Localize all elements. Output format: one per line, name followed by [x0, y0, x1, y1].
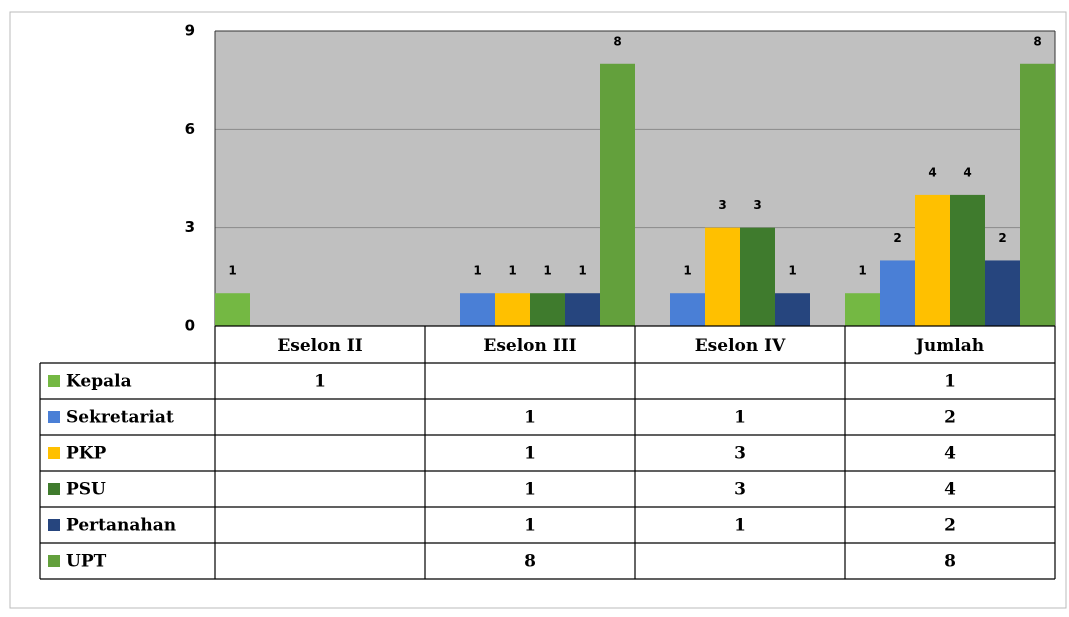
- data-label: 2: [893, 231, 901, 245]
- legend-key: [48, 483, 60, 495]
- data-label: 1: [473, 264, 481, 278]
- bar: [670, 293, 705, 326]
- legend-key: [48, 555, 60, 567]
- y-tick-label: 6: [185, 120, 195, 138]
- table-cell: 1: [524, 444, 536, 464]
- x-tick-label: Jumlah: [914, 336, 984, 356]
- table-cell: 1: [524, 408, 536, 428]
- bar: [600, 63, 635, 327]
- bar: [215, 293, 250, 326]
- bar: [1020, 63, 1055, 327]
- legend-label: Pertanahan: [66, 516, 176, 536]
- bar: [740, 227, 775, 326]
- legend-key: [48, 375, 60, 387]
- x-tick-label: Eselon II: [277, 336, 362, 356]
- bar: [460, 293, 495, 326]
- legend-label: UPT: [66, 552, 107, 572]
- bar: [775, 293, 810, 326]
- frame: [9, 11, 1067, 609]
- data-label: 1: [578, 264, 586, 278]
- table-cell: 1: [524, 480, 536, 500]
- table-cell: 1: [314, 372, 326, 392]
- table-cell: 2: [944, 516, 956, 536]
- data-label: 1: [508, 264, 516, 278]
- bar: [950, 194, 985, 326]
- legend-key: [48, 411, 60, 423]
- table-cell: 4: [944, 444, 956, 464]
- data-label: 1: [683, 264, 691, 278]
- data-label: 1: [858, 264, 866, 278]
- table-cell: 3: [734, 480, 746, 500]
- table-cell: 1: [734, 408, 746, 428]
- data-label: 4: [963, 165, 971, 179]
- data-label: 3: [753, 198, 761, 212]
- legend-key: [48, 447, 60, 459]
- data-label: 3: [718, 198, 726, 212]
- x-tick-label: Eselon IV: [695, 336, 786, 356]
- bar: [845, 293, 880, 326]
- x-tick-label: Eselon III: [483, 336, 576, 356]
- table-cell: 8: [524, 552, 536, 572]
- table-cell: 3: [734, 444, 746, 464]
- data-label: 2: [998, 231, 1006, 245]
- y-tick-label: 9: [185, 22, 195, 40]
- data-label: 8: [1033, 34, 1041, 48]
- bar: [565, 293, 600, 326]
- table-cell: 2: [944, 408, 956, 428]
- legend-label: PSU: [66, 480, 106, 500]
- bar: [705, 227, 740, 326]
- legend-label: Kepala: [66, 372, 132, 392]
- table-cell: 1: [524, 516, 536, 536]
- table-cell: 1: [734, 516, 746, 536]
- legend-key: [48, 519, 60, 531]
- bar: [880, 260, 915, 326]
- legend-label: PKP: [66, 444, 107, 464]
- bar: [495, 293, 530, 326]
- data-label: 1: [228, 264, 236, 278]
- bar: [530, 293, 565, 326]
- bar: [915, 194, 950, 326]
- bar: [985, 260, 1020, 326]
- data-label: 1: [788, 264, 796, 278]
- y-tick-label: 0: [185, 317, 195, 335]
- data-label: 4: [928, 165, 936, 179]
- y-tick-label: 3: [185, 218, 195, 236]
- table-cell: 4: [944, 480, 956, 500]
- legend-label: Sekretariat: [66, 408, 174, 428]
- table-cell: 8: [944, 552, 956, 572]
- data-label: 1: [543, 264, 551, 278]
- data-label: 8: [613, 34, 621, 48]
- table-cell: 1: [944, 372, 956, 392]
